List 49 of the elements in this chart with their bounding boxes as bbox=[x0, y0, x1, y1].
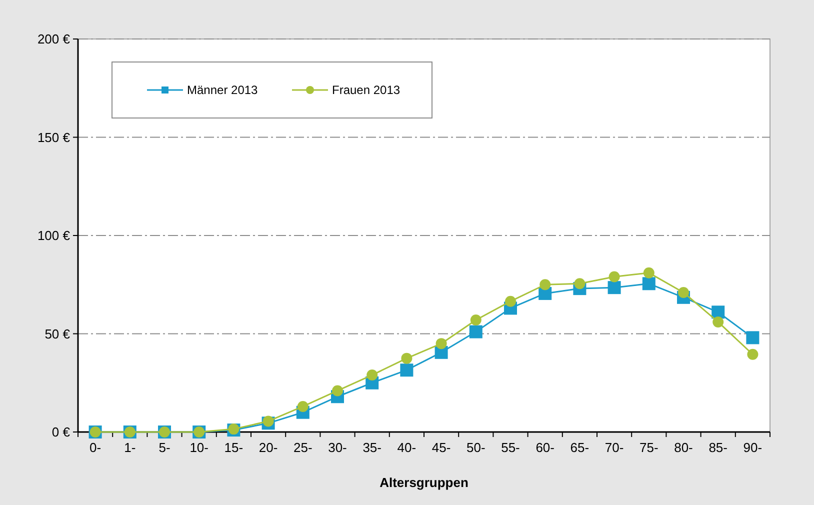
x-tick-label: 70- bbox=[604, 440, 624, 455]
point bbox=[297, 400, 308, 412]
point bbox=[642, 277, 656, 290]
legend-label: Frauen 2013 bbox=[332, 83, 400, 98]
x-tick-label: 30- bbox=[328, 440, 347, 455]
x-tick-label: 0- bbox=[90, 440, 102, 455]
point bbox=[608, 271, 620, 282]
x-tick-label: 60- bbox=[536, 440, 554, 455]
point bbox=[678, 286, 689, 298]
point bbox=[366, 370, 378, 381]
x-tick-label: 20- bbox=[258, 440, 278, 455]
point bbox=[540, 279, 551, 290]
point bbox=[747, 348, 758, 360]
x-tick-label: 5- bbox=[158, 440, 170, 455]
point bbox=[746, 331, 760, 344]
x-tick-label: 25- bbox=[294, 440, 312, 455]
x-tick-label: 15- bbox=[224, 440, 244, 455]
point bbox=[262, 416, 274, 427]
x-tick-label: 1- bbox=[124, 440, 136, 455]
point bbox=[401, 352, 412, 364]
point bbox=[400, 364, 414, 377]
point bbox=[712, 306, 725, 319]
y-tick-label: 150 € bbox=[37, 130, 71, 145]
point bbox=[574, 278, 586, 290]
x-tick-label: 90- bbox=[743, 440, 762, 455]
point bbox=[332, 385, 343, 396]
x-tick-label: 50- bbox=[466, 440, 486, 455]
x-tick-label: 75- bbox=[640, 440, 658, 455]
y-tick-label: 50 € bbox=[44, 326, 71, 342]
point bbox=[505, 296, 516, 307]
x-tick-label: 85- bbox=[708, 440, 728, 455]
y-tick-label: 0 € bbox=[52, 424, 71, 440]
x-tick-label: 40- bbox=[397, 440, 416, 455]
point bbox=[470, 314, 482, 326]
y-tick-label: 200 € bbox=[37, 32, 71, 47]
point bbox=[469, 325, 482, 338]
x-tick-label: 65- bbox=[570, 440, 590, 455]
x-tick-label: 80- bbox=[674, 440, 693, 455]
legend-label: Männer 2013 bbox=[187, 83, 258, 98]
x-tick-label: 55- bbox=[501, 440, 520, 455]
x-tick-label: 35- bbox=[362, 440, 382, 455]
point bbox=[643, 267, 654, 278]
point bbox=[436, 338, 447, 350]
x-axis-title: Altersgruppen bbox=[380, 475, 468, 490]
x-tick-label: 45- bbox=[432, 440, 451, 455]
x-tick-label: 10- bbox=[190, 440, 208, 455]
point bbox=[712, 316, 724, 328]
point bbox=[608, 281, 621, 294]
y-tick-label: 100 € bbox=[37, 228, 71, 244]
